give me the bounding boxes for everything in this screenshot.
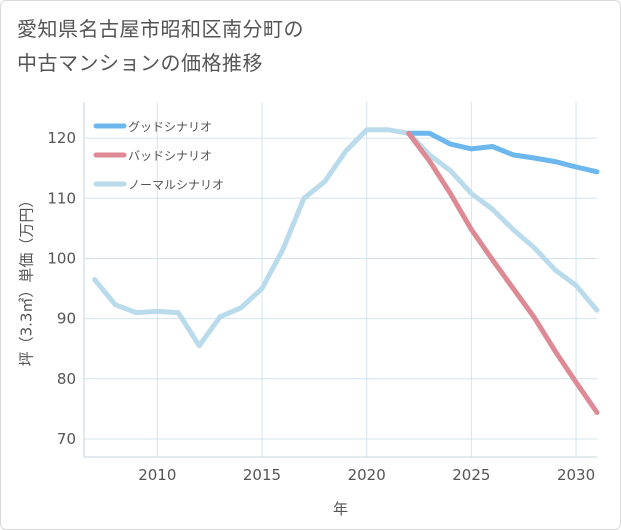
series-line-3 — [92, 127, 600, 349]
legend-label-1: グッドシナリオ — [128, 120, 212, 134]
x-tick-label: 2015 — [243, 466, 281, 484]
y-tick-label: 90 — [57, 310, 76, 328]
y-tick-label: 80 — [57, 370, 76, 388]
series-line-2 — [406, 130, 600, 415]
x-tick-label: 2025 — [452, 466, 490, 484]
y-axis-title: 坪（3.3㎡）単価（万円） — [18, 193, 36, 367]
x-tick-label: 2020 — [348, 466, 386, 484]
x-tick-label: 2010 — [138, 466, 176, 484]
x-tick-label: 2030 — [557, 466, 595, 484]
x-axis-title: 年 — [333, 500, 348, 518]
y-tick-label: 70 — [57, 430, 76, 448]
legend-label-3: ノーマルシナリオ — [128, 178, 224, 192]
y-tick-label: 110 — [47, 189, 76, 207]
legend-label-2: バッドシナリオ — [128, 149, 212, 163]
axes: 70 80 90 100 110 120 2010 2015 2020 2025 2030 — [47, 102, 597, 484]
series-line-1 — [406, 130, 600, 175]
grid-lines — [84, 102, 597, 457]
series-lines — [92, 127, 600, 415]
chart-title: 愛知県名古屋市昭和区南分町の 中古マンションの価格推移 — [17, 17, 304, 75]
y-tick-label: 100 — [47, 249, 76, 267]
y-tick-label: 120 — [47, 129, 76, 147]
